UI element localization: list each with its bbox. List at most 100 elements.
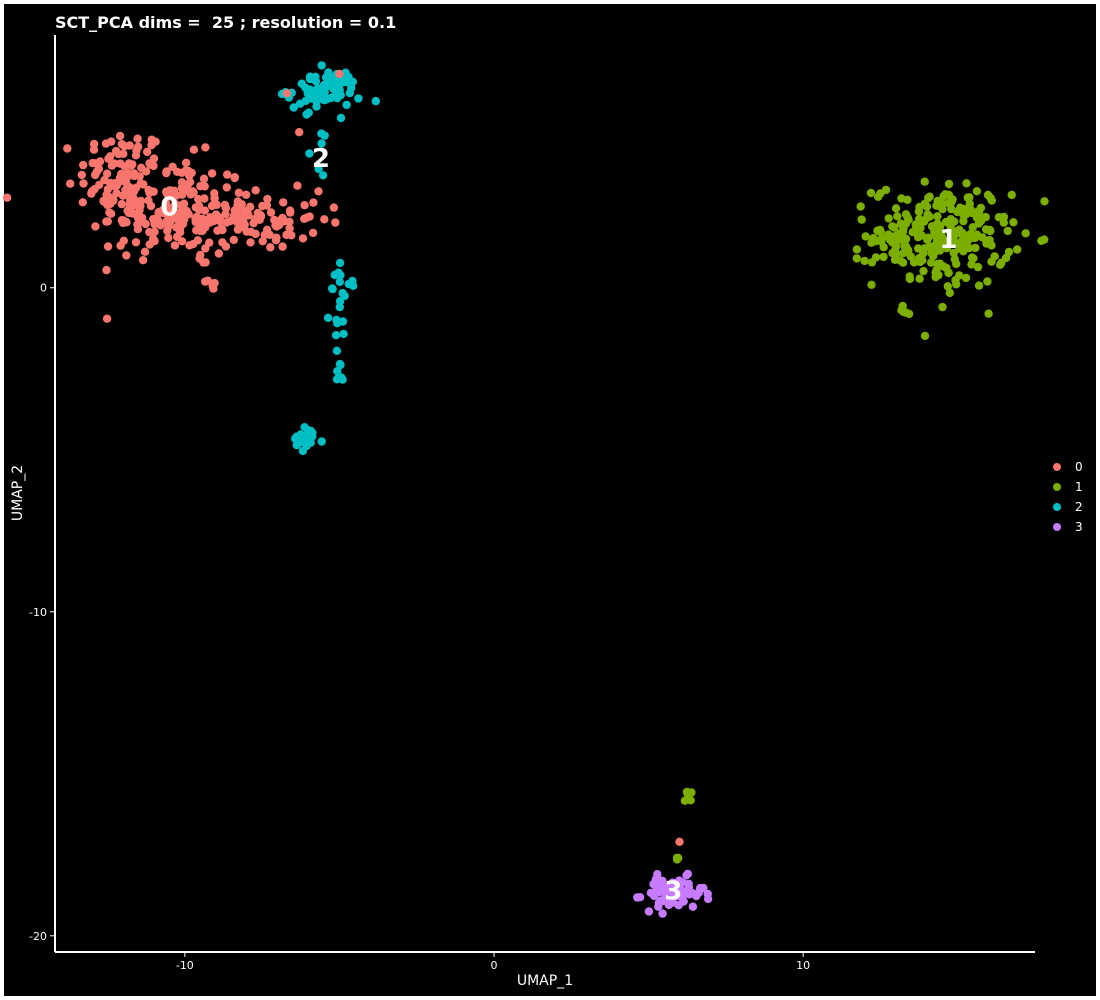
- point-cluster-0: [194, 194, 203, 204]
- point-cluster-0: [295, 128, 304, 137]
- point-cluster-2: [344, 279, 353, 289]
- point-cluster-0: [123, 169, 132, 178]
- point-cluster-1: [861, 232, 870, 241]
- point-cluster-0: [95, 157, 105, 166]
- point-cluster-2: [323, 313, 333, 322]
- point-cluster-0: [192, 226, 201, 235]
- point-cluster-0: [118, 191, 128, 200]
- point-cluster-1: [923, 210, 932, 219]
- point-cluster-0: [177, 201, 186, 210]
- point-cluster-0: [108, 196, 118, 206]
- point-cluster-3: [688, 902, 698, 911]
- point-cluster-1: [935, 222, 944, 232]
- point-cluster-0: [181, 166, 190, 175]
- point-cluster-0: [263, 194, 272, 204]
- point-cluster-1: [879, 252, 888, 262]
- point-cluster-0: [205, 218, 214, 227]
- point-cluster-0: [282, 230, 291, 240]
- point-cluster-0: [126, 203, 135, 212]
- point-cluster-2: [336, 113, 346, 123]
- point-cluster-1: [985, 235, 994, 245]
- point-cluster-0: [249, 219, 258, 228]
- point-cluster-1: [976, 203, 986, 213]
- point-cluster-3: [696, 883, 705, 893]
- point-cluster-1: [983, 277, 992, 286]
- point-cluster-0: [150, 227, 159, 236]
- point-cluster-0: [161, 198, 171, 207]
- y-tick-label: -20: [29, 930, 47, 943]
- point-cluster-1: [857, 215, 866, 224]
- point-cluster-2: [321, 94, 331, 103]
- point-cluster-2: [312, 102, 321, 111]
- point-cluster-0: [260, 230, 269, 240]
- point-cluster-1: [968, 223, 977, 232]
- point-cluster-1: [852, 254, 861, 263]
- point-cluster-0: [279, 198, 288, 207]
- point-cluster-0: [229, 235, 238, 245]
- point-cluster-1: [945, 288, 954, 298]
- legend-key-3: [1053, 523, 1061, 531]
- point-cluster-0: [221, 203, 231, 213]
- point-cluster-1: [924, 193, 933, 203]
- point-cluster-0: [251, 186, 260, 195]
- point-cluster-1: [918, 256, 927, 265]
- point-cluster-0: [119, 236, 128, 245]
- point-cluster-0: [133, 142, 143, 151]
- point-cluster-0: [112, 189, 121, 198]
- point-cluster-0: [234, 213, 243, 223]
- point-cluster-1: [942, 244, 952, 253]
- point-cluster-0: [195, 254, 204, 263]
- point-cluster-1: [961, 273, 971, 283]
- point-cluster-1: [914, 207, 924, 216]
- point-cluster-0: [208, 201, 218, 210]
- point-cluster-0: [144, 196, 153, 205]
- point-cluster-1: [971, 243, 980, 253]
- ticks-layer: -10 0 10 0 -10 -20: [29, 282, 810, 972]
- y-axis-label: UMAP_2: [10, 465, 26, 521]
- point-cluster-1: [1013, 245, 1022, 254]
- point-cluster-2: [371, 96, 380, 106]
- point-cluster-0: [210, 189, 219, 198]
- point-cluster-0: [285, 206, 295, 215]
- point-cluster-1: [955, 271, 964, 280]
- point-cluster-1: [939, 262, 948, 271]
- point-cluster-0: [128, 189, 137, 198]
- point-cluster-0: [103, 242, 113, 251]
- point-cluster-1: [972, 187, 982, 196]
- point-cluster-1: [905, 272, 914, 281]
- cluster-label-0: 0: [160, 193, 178, 223]
- point-cluster-2: [302, 110, 311, 119]
- point-cluster-1: [920, 331, 930, 341]
- legend-label-1: 1: [1075, 480, 1083, 494]
- point-cluster-0: [164, 233, 173, 243]
- point-cluster-0: [173, 209, 182, 219]
- point-cluster-2: [345, 88, 354, 98]
- point-cluster-0: [223, 170, 232, 179]
- point-cluster-2: [289, 103, 298, 112]
- point-cluster-2: [317, 139, 326, 148]
- point-cluster-3: [683, 869, 692, 879]
- point-cluster-1: [852, 245, 862, 254]
- point-cluster-1: [1037, 236, 1046, 245]
- point-cluster-1: [927, 258, 936, 267]
- point-cluster-0: [183, 181, 192, 190]
- point-cluster-0: [128, 160, 137, 169]
- point-cluster-0: [121, 178, 131, 187]
- point-cluster-1: [1007, 190, 1016, 200]
- point-cluster-1: [933, 196, 942, 206]
- point-cluster-1: [997, 258, 1006, 267]
- point-cluster-1: [919, 249, 928, 258]
- point-cluster-1: [938, 302, 947, 312]
- point-cluster-0: [134, 218, 144, 228]
- point-cluster-1: [871, 253, 881, 262]
- point-cluster-0: [230, 206, 239, 215]
- point-cluster-0: [95, 180, 104, 190]
- point-cluster-1: [1040, 197, 1049, 206]
- point-cluster-1: [959, 207, 968, 216]
- point-cluster-0: [131, 238, 141, 247]
- point-cluster-2: [339, 329, 348, 339]
- point-cluster-1: [867, 280, 876, 289]
- point-cluster-1: [968, 208, 977, 218]
- points-layer: [2, 61, 1049, 918]
